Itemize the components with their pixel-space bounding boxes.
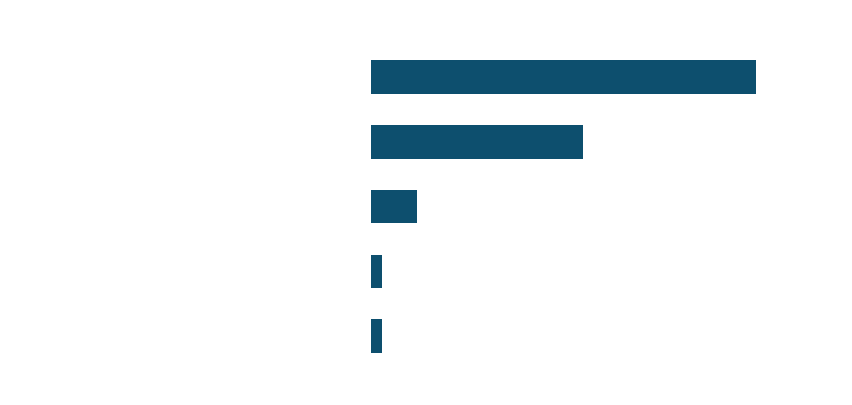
Bar [371, 254, 383, 288]
Bar [371, 60, 756, 94]
Bar [371, 190, 417, 224]
Bar [371, 319, 383, 353]
Bar [371, 125, 583, 159]
